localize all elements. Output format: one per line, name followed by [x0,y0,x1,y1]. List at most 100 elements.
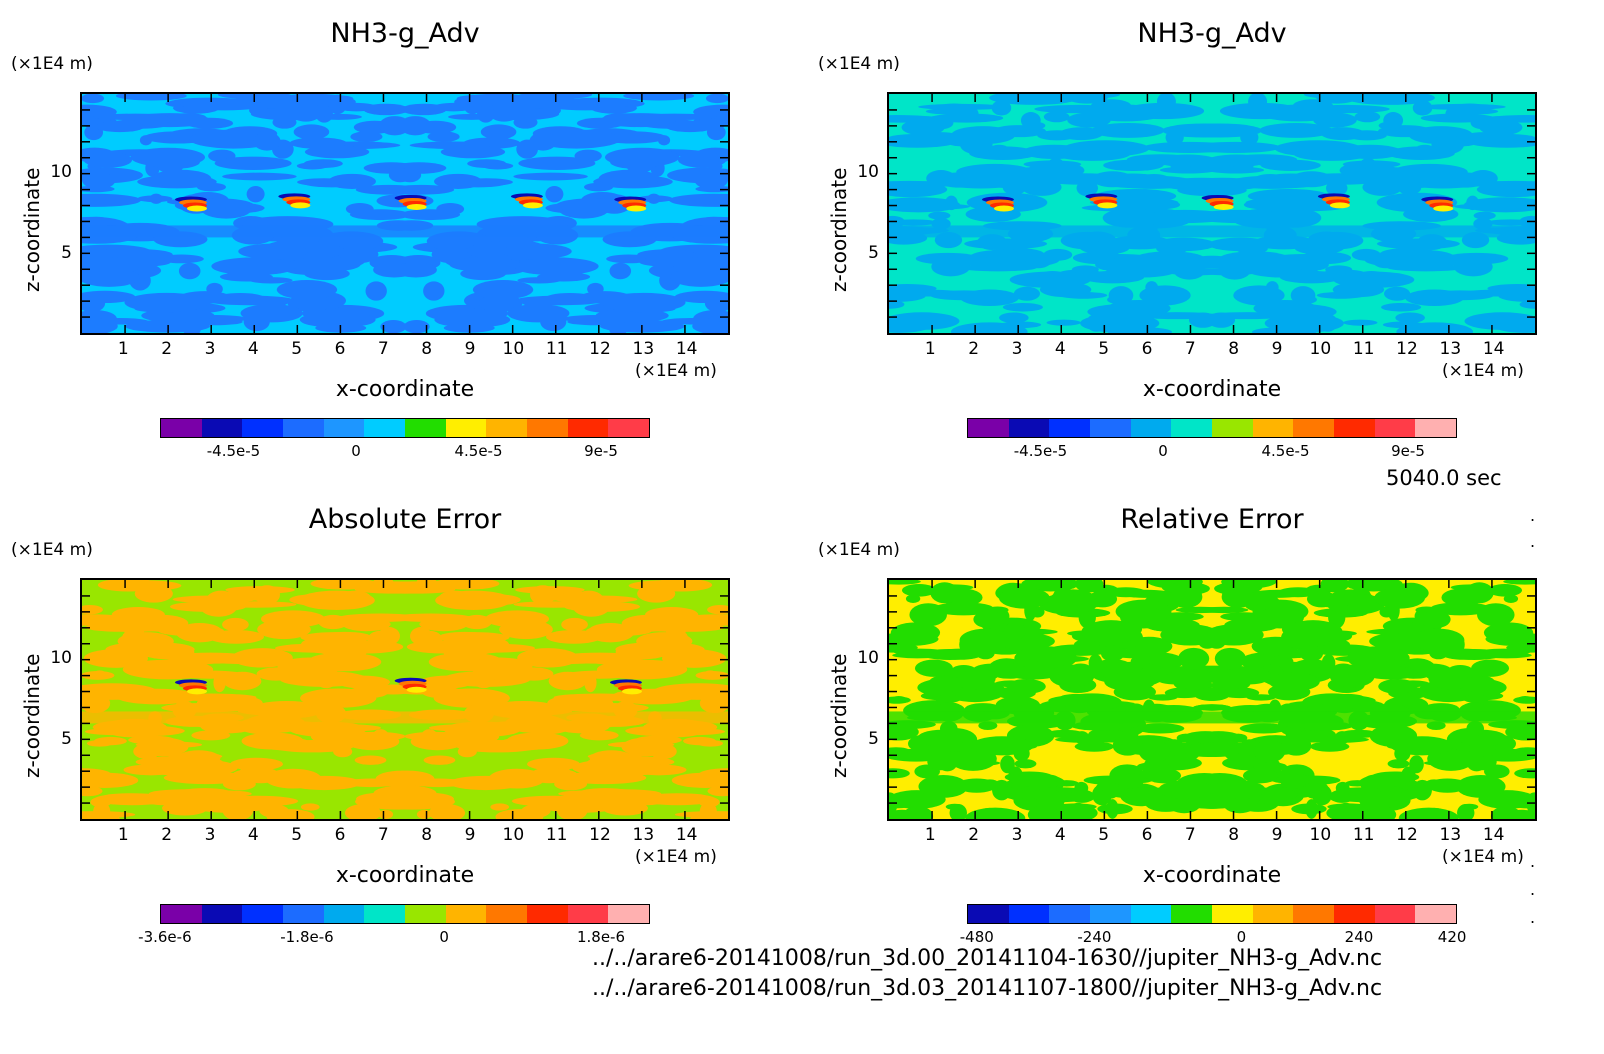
anomaly-feature [186,205,207,212]
colorbar-tick-label: -3.6e-6 [138,928,192,946]
anomaly-feature [621,688,642,695]
x-tick-label: 5 [1098,825,1110,845]
separator-dot: . [1530,908,1536,927]
field-patch [433,688,510,708]
field-patch [1135,723,1185,734]
field-patch [490,803,510,811]
field-patch [1138,258,1180,267]
y-tick-label: 10 [50,648,72,668]
x-tick-label: 8 [1228,339,1240,359]
y-axis-label: z-coordinate [827,653,851,778]
field-patch [1462,694,1490,703]
field-patch [1339,729,1379,738]
chart-title: Absolute Error [308,504,502,535]
colorbar-swatch [1252,905,1294,923]
field-patch [105,641,195,657]
field-patch [1229,733,1248,743]
field-patch [499,619,553,640]
field-patch [1073,593,1095,608]
field-patch [1074,741,1114,752]
field-patch [410,778,467,788]
anomaly-feature [1329,202,1350,209]
field-patch [529,768,578,781]
colorbar-swatch [364,419,406,437]
x-axis-label: x-coordinate [335,377,475,402]
field-patch [1196,687,1231,701]
colorbar-tick-label: 0 [351,442,361,460]
field-patch [481,162,514,170]
field-patch [135,741,203,748]
colorbar-swatch [283,905,324,923]
colorbar-swatch [1008,419,1050,437]
colorbar-swatch [161,905,202,923]
field-patch [416,809,432,819]
field-patch [378,785,437,802]
field-patch [1308,736,1369,743]
field-patch [671,262,728,274]
x-tick-label: 10 [502,825,525,845]
x-tick-label: 10 [502,339,525,359]
field-patch [1028,655,1089,663]
field-patch [82,290,136,304]
field-patch [694,172,728,190]
colorbar-swatch [1049,419,1091,437]
colorbar [967,418,1457,438]
x-tick-label: 12 [589,339,611,359]
field-patch [449,257,522,273]
field-patch [222,617,249,632]
field-patch [1246,694,1276,701]
colorbar-swatch [1415,419,1457,437]
field-patch [1304,94,1388,100]
field-patch [415,630,443,648]
x-tick-label: 5 [291,825,303,845]
field-patch [83,151,133,168]
field-patch [480,124,517,140]
field-patch [660,728,725,736]
field-patch [95,120,145,133]
field-patch [1107,327,1172,333]
field-patch [251,101,318,109]
field-patch [1418,704,1452,712]
field-patch [1002,302,1043,312]
y-unit-label: (×1E4 m) [11,540,93,560]
field-patch [1409,755,1424,774]
field-patch [1466,721,1485,737]
field-patch [494,615,537,623]
field-patch [273,615,316,623]
colorbar-tick-label: -240 [1077,928,1112,946]
field-patch [350,131,383,143]
colorbar-swatch [1130,419,1172,437]
y-axis-label: z-coordinate [827,167,851,292]
colorbar-swatch [445,419,487,437]
field-patch [1165,129,1184,146]
field-patch [1329,789,1356,803]
field-patch [493,672,515,683]
y-tick-label: 5 [868,729,879,749]
heatmap-plot-area [887,92,1537,335]
y-unit-label: (×1E4 m) [818,54,900,74]
field-patch [889,284,937,294]
x-tick-label: 13 [632,825,655,845]
field-patch [607,741,675,748]
field-patch [1471,659,1510,677]
x-tick-label: 1 [117,339,129,359]
field-patch [1036,789,1065,811]
field-patch [1071,265,1099,274]
x-tick-label: 14 [675,339,698,359]
field-patch [1074,580,1104,593]
field-patch [1144,618,1200,632]
field-patch [1014,759,1037,769]
y-axis-label: z-coordinate [20,167,44,292]
field-patch [889,197,961,213]
field-patch [547,694,614,712]
field-patch [1207,166,1265,174]
field-patch [889,115,941,123]
heatmap-plot-area [887,578,1537,821]
field-patch [295,672,317,683]
field-patch [1346,130,1387,141]
field-patch [270,739,354,753]
colorbar-swatch [968,905,1009,923]
field-patch [933,602,994,616]
field-patch [158,625,224,637]
field-patch [1037,130,1078,141]
